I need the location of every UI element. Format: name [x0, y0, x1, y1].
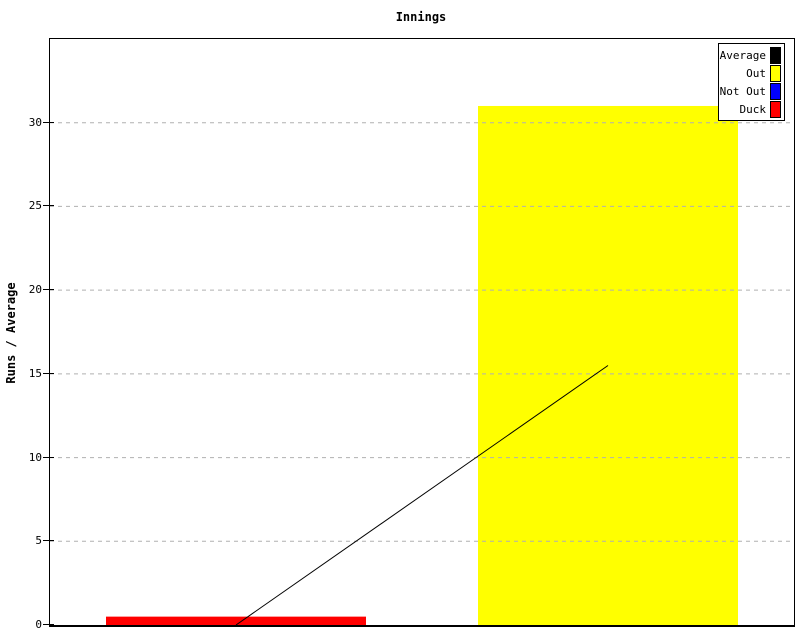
- y-tick-mark-15: [43, 372, 54, 374]
- y-tick-mark-5: [43, 540, 54, 542]
- average-line-group: [235, 365, 609, 625]
- y-tick-label-5: 5: [35, 534, 42, 548]
- legend-swatch-out: [770, 64, 781, 82]
- average-line: [235, 365, 609, 625]
- y-tick-mark-10: [43, 456, 54, 458]
- legend-swatch-average: [770, 46, 781, 64]
- y-tick-label-0: 0: [35, 618, 42, 631]
- y-tick-label-30: 30: [28, 115, 42, 129]
- legend-row-duck: Duck: [719, 100, 784, 118]
- legend-swatch-duck: [770, 100, 781, 118]
- gridlines-group: [50, 122, 794, 542]
- chart-title: Innings: [395, 10, 447, 24]
- y-tick-mark-20: [43, 289, 54, 291]
- y-tick-label-10: 10: [28, 450, 42, 464]
- y-tick-label-25: 25: [28, 199, 42, 213]
- legend-row-average: Average: [719, 46, 784, 64]
- legend-label: Duck: [739, 102, 767, 116]
- y-tick-mark-30: [43, 121, 54, 123]
- legend-label: Out: [746, 66, 766, 80]
- legend-row-out: Out: [719, 64, 784, 82]
- plot-area: [49, 38, 795, 627]
- bars-group: [106, 105, 738, 625]
- legend-box: Average Out Not Out Duck: [718, 43, 785, 121]
- legend-row-not-out: Not Out: [719, 82, 784, 100]
- y-tick-mark-25: [43, 205, 54, 207]
- bar-duck: [106, 616, 366, 625]
- y-tick-mark-0: [43, 624, 54, 625]
- legend-swatch-not-out: [770, 82, 781, 100]
- y-tick-label-15: 15: [28, 366, 42, 380]
- legend-label: Average: [719, 48, 766, 62]
- plot-svg: [50, 105, 794, 625]
- legend-label: Not Out: [719, 84, 766, 98]
- y-tick-label-20: 20: [28, 283, 42, 297]
